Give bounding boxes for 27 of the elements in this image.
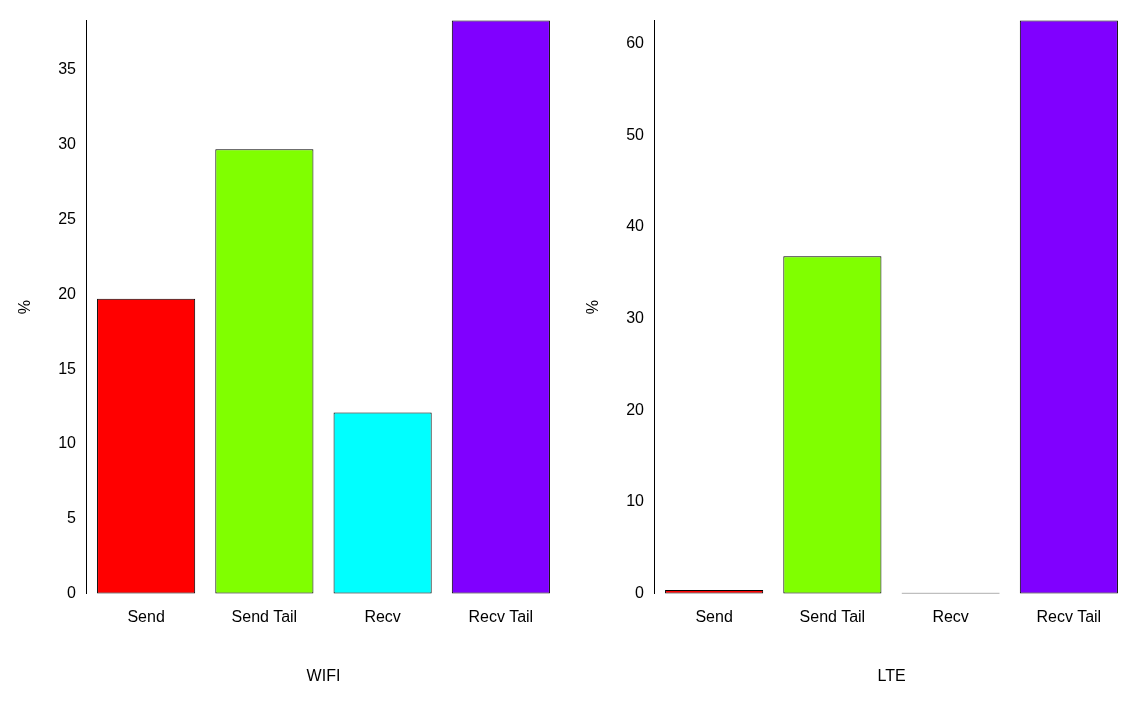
y-tick-label: 5 xyxy=(67,509,77,527)
y-tick-label: 30 xyxy=(58,135,77,153)
y-tick-label: 30 xyxy=(626,308,645,326)
y-tick-label: 10 xyxy=(626,492,645,510)
x-tick-label: Recv xyxy=(364,607,401,625)
x-tick-label: Send Tail xyxy=(231,607,298,625)
y-tick-label: 40 xyxy=(626,217,645,235)
y-axis-title: % xyxy=(584,299,602,315)
y-tick-label: 50 xyxy=(626,125,645,143)
x-tick-label: Send xyxy=(127,607,165,625)
y-tick-label: 15 xyxy=(58,359,77,377)
y-tick-label: 10 xyxy=(58,434,77,452)
x-axis-title: WIFI xyxy=(306,666,341,684)
x-axis-title: LTE xyxy=(877,666,906,684)
x-tick-label: Recv xyxy=(932,607,969,625)
x-tick-label: Send Tail xyxy=(799,607,866,625)
x-tick-label: Send xyxy=(695,607,733,625)
y-tick-label: 20 xyxy=(58,284,77,302)
y-tick-label: 25 xyxy=(58,209,77,227)
y-tick-label: 20 xyxy=(626,400,645,418)
y-tick-label: 60 xyxy=(626,33,645,51)
y-tick-label: 35 xyxy=(58,60,77,78)
y-tick-label: 0 xyxy=(67,584,77,602)
y-tick-label: 0 xyxy=(635,584,645,602)
x-tick-label: Recv Tail xyxy=(468,607,534,625)
y-axis-title: % xyxy=(16,299,34,315)
x-tick-label: Recv Tail xyxy=(1036,607,1102,625)
